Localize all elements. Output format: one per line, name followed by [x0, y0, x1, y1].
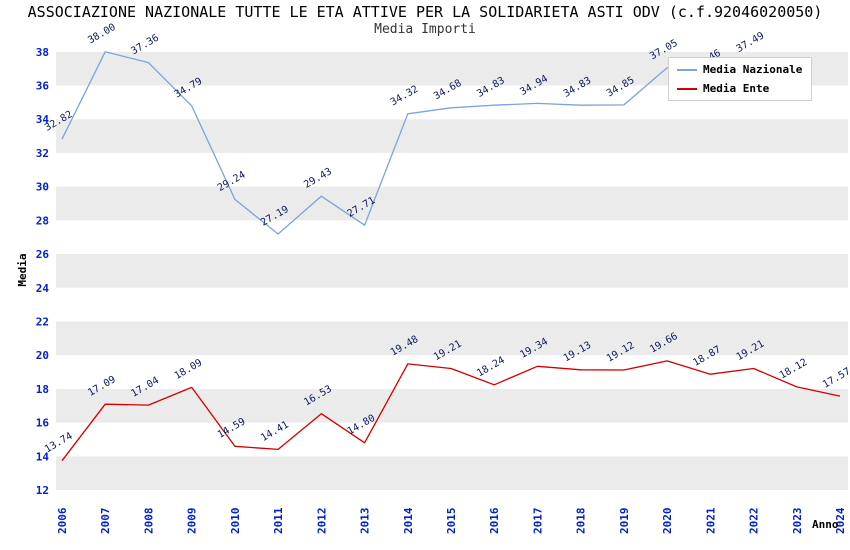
chart-legend: Media Nazionale Media Ente — [668, 57, 812, 101]
legend-label-media-nazionale: Media Nazionale — [703, 63, 803, 76]
svg-text:16: 16 — [36, 417, 50, 430]
svg-text:2023: 2023 — [791, 508, 804, 535]
y-axis-tick-labels: 12 14 16 18 20 22 24 26 28 30 32 34 36 38 — [36, 46, 50, 497]
x-axis-tick-labels: 2006 2007 2008 2009 2010 2011 2012 2013 2014 2015… — [56, 507, 847, 534]
svg-text:2009: 2009 — [186, 508, 199, 535]
svg-text:2014: 2014 — [402, 507, 415, 534]
svg-text:22: 22 — [36, 316, 49, 329]
svg-text:2011: 2011 — [272, 507, 285, 534]
svg-text:30: 30 — [36, 181, 49, 194]
blue-line-swatch-icon — [677, 68, 697, 71]
svg-text:2008: 2008 — [142, 508, 155, 535]
svg-text:18: 18 — [36, 383, 49, 396]
svg-text:2013: 2013 — [359, 508, 372, 535]
svg-text:2021: 2021 — [704, 507, 717, 534]
svg-text:2015: 2015 — [445, 508, 458, 535]
svg-text:2018: 2018 — [575, 508, 588, 535]
svg-text:34: 34 — [36, 113, 50, 126]
svg-text:2010: 2010 — [229, 508, 242, 535]
svg-text:38: 38 — [36, 46, 49, 59]
svg-text:12: 12 — [36, 484, 49, 497]
series-line-media-ente — [61, 360, 841, 462]
svg-text:32: 32 — [36, 147, 49, 160]
svg-text:2019: 2019 — [618, 508, 631, 535]
legend-item-media-nazionale: Media Nazionale — [677, 63, 803, 76]
red-line-swatch-icon — [677, 87, 697, 90]
svg-text:Media: Media — [16, 253, 29, 286]
svg-text:2020: 2020 — [661, 508, 674, 535]
svg-text:14: 14 — [36, 450, 50, 463]
svg-text:36: 36 — [36, 80, 50, 93]
svg-text:2024: 2024 — [834, 507, 847, 534]
chart-subtitle: Media Importi — [374, 22, 476, 37]
svg-text:28: 28 — [36, 214, 49, 227]
series-line-media-nazionale — [61, 51, 754, 235]
svg-text:24: 24 — [36, 282, 50, 295]
legend-label-media-ente: Media Ente — [703, 82, 770, 95]
svg-text:2007: 2007 — [99, 508, 112, 535]
svg-text:Anno: Anno — [812, 518, 839, 531]
chart-title: ASSOCIAZIONE NAZIONALE TUTTE LE ETA ATTI… — [27, 3, 823, 21]
svg-text:26: 26 — [36, 248, 50, 261]
svg-text:2012: 2012 — [315, 508, 328, 535]
svg-text:2016: 2016 — [488, 507, 501, 534]
svg-text:2017: 2017 — [531, 508, 544, 535]
axis-titles: Media Anno — [16, 253, 839, 531]
legend-item-media-ente: Media Ente — [677, 82, 803, 95]
svg-text:20: 20 — [36, 349, 49, 362]
svg-text:2006: 2006 — [56, 507, 69, 534]
svg-text:2022: 2022 — [748, 508, 761, 535]
